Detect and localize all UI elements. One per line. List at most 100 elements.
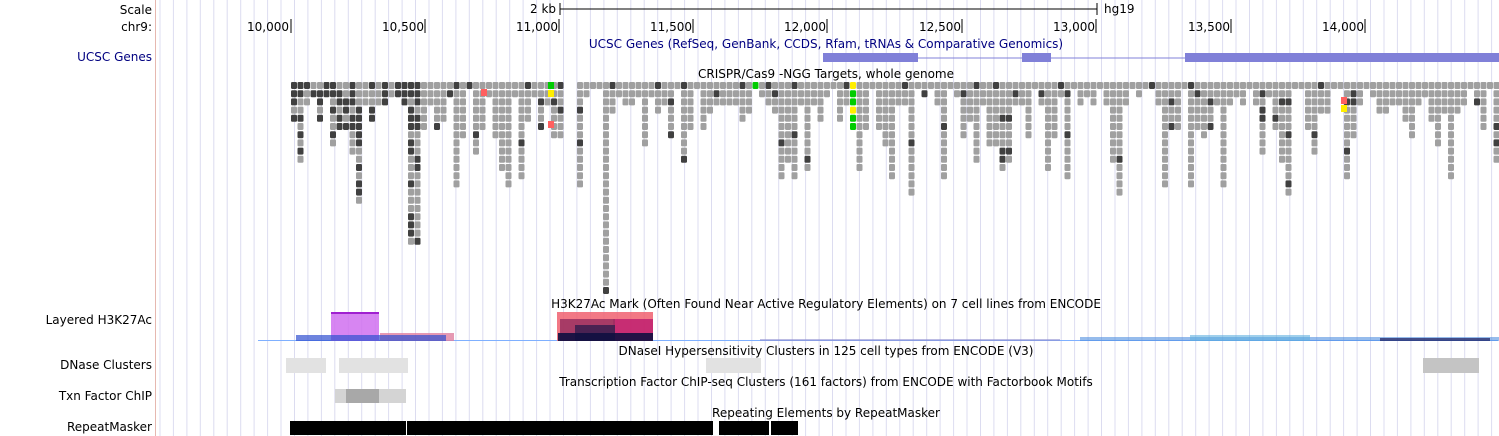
crispr-target[interactable] bbox=[707, 106, 713, 114]
crispr-target[interactable] bbox=[304, 90, 310, 98]
crispr-target[interactable] bbox=[824, 90, 830, 98]
crispr-target[interactable] bbox=[1220, 98, 1227, 106]
crispr-target[interactable] bbox=[778, 131, 785, 139]
crispr-target[interactable] bbox=[1058, 90, 1064, 98]
crispr-target[interactable] bbox=[1493, 155, 1499, 163]
crispr-target[interactable] bbox=[1389, 98, 1396, 106]
crispr-target[interactable] bbox=[414, 237, 421, 245]
crispr-target[interactable] bbox=[668, 82, 674, 89]
crispr-target[interactable] bbox=[772, 106, 778, 114]
crispr-target[interactable] bbox=[804, 123, 811, 130]
crispr-target[interactable] bbox=[577, 98, 583, 106]
crispr-target[interactable] bbox=[479, 123, 486, 130]
crispr-target[interactable] bbox=[661, 82, 668, 89]
crispr-target[interactable] bbox=[414, 180, 421, 188]
crispr-target[interactable] bbox=[1012, 98, 1019, 106]
crispr-target[interactable] bbox=[336, 82, 343, 89]
crispr-target[interactable] bbox=[1175, 98, 1181, 106]
crispr-target[interactable] bbox=[531, 82, 538, 89]
crispr-target[interactable] bbox=[947, 82, 954, 89]
crispr-target[interactable] bbox=[1220, 82, 1227, 89]
crispr-target[interactable] bbox=[1240, 98, 1246, 106]
repeat-track-title[interactable]: Repeating Elements by RepeatMasker bbox=[712, 406, 940, 420]
crispr-target[interactable] bbox=[772, 98, 778, 106]
crispr-target[interactable] bbox=[1129, 82, 1136, 89]
crispr-target[interactable] bbox=[297, 106, 304, 114]
crispr-target[interactable] bbox=[778, 155, 785, 163]
crispr-target[interactable] bbox=[460, 123, 466, 130]
crispr-target[interactable] bbox=[791, 155, 798, 163]
crispr-target[interactable] bbox=[811, 98, 817, 106]
crispr-target[interactable] bbox=[908, 82, 915, 89]
crispr-target[interactable] bbox=[694, 82, 700, 89]
crispr-target[interactable] bbox=[1409, 123, 1415, 130]
crispr-target[interactable] bbox=[889, 164, 895, 171]
crispr-target[interactable] bbox=[505, 155, 512, 163]
crispr-target[interactable] bbox=[1305, 114, 1311, 122]
crispr-target[interactable] bbox=[603, 221, 609, 229]
crispr-target[interactable] bbox=[336, 90, 343, 98]
crispr-target[interactable] bbox=[1006, 114, 1012, 122]
crispr-target[interactable] bbox=[739, 114, 746, 122]
crispr-target[interactable] bbox=[785, 147, 791, 155]
crispr-target[interactable] bbox=[765, 98, 772, 106]
crispr-target[interactable] bbox=[778, 147, 785, 155]
crispr-target[interactable] bbox=[1116, 188, 1123, 196]
crispr-target[interactable] bbox=[1162, 123, 1168, 130]
crispr-target[interactable] bbox=[863, 90, 869, 98]
crispr-target[interactable] bbox=[629, 98, 635, 106]
crispr-target[interactable] bbox=[1227, 90, 1233, 98]
crispr-target[interactable] bbox=[817, 98, 824, 106]
crispr-target[interactable] bbox=[850, 114, 856, 122]
crispr-target[interactable] bbox=[869, 82, 876, 89]
crispr-target[interactable] bbox=[486, 82, 492, 89]
crispr-target[interactable] bbox=[1448, 147, 1454, 155]
crispr-target[interactable] bbox=[1350, 114, 1357, 122]
crispr-target[interactable] bbox=[876, 123, 882, 130]
crispr-target[interactable] bbox=[908, 188, 915, 196]
crispr-target[interactable] bbox=[356, 139, 362, 147]
crispr-target[interactable] bbox=[1012, 82, 1019, 89]
crispr-target[interactable] bbox=[330, 131, 336, 139]
crispr-target[interactable] bbox=[889, 114, 895, 122]
crispr-target[interactable] bbox=[1162, 164, 1168, 171]
crispr-target[interactable] bbox=[408, 131, 414, 139]
crispr-target[interactable] bbox=[356, 164, 362, 171]
crispr-target[interactable] bbox=[408, 196, 414, 204]
crispr-target[interactable] bbox=[1162, 147, 1168, 155]
crispr-target[interactable] bbox=[980, 98, 986, 106]
crispr-target[interactable] bbox=[603, 155, 609, 163]
crispr-target[interactable] bbox=[921, 90, 928, 98]
crispr-target[interactable] bbox=[1324, 90, 1331, 98]
crispr-target[interactable] bbox=[1389, 82, 1396, 89]
crispr-target[interactable] bbox=[505, 180, 512, 188]
crispr-target[interactable] bbox=[973, 131, 980, 139]
crispr-target[interactable] bbox=[811, 90, 817, 98]
crispr-target[interactable] bbox=[473, 98, 479, 106]
crispr-target[interactable] bbox=[330, 114, 336, 122]
crispr-target[interactable] bbox=[1168, 106, 1175, 114]
crispr-target[interactable] bbox=[499, 131, 505, 139]
crispr-target[interactable] bbox=[967, 98, 973, 106]
crispr-target[interactable] bbox=[1084, 82, 1090, 89]
crispr-target[interactable] bbox=[973, 155, 980, 163]
crispr-target[interactable] bbox=[642, 131, 648, 139]
crispr-target[interactable] bbox=[388, 82, 395, 89]
crispr-target[interactable] bbox=[1266, 90, 1272, 98]
crispr-target[interactable] bbox=[830, 82, 837, 89]
crispr-target[interactable] bbox=[557, 98, 564, 106]
crispr-target[interactable] bbox=[908, 164, 915, 171]
crispr-target[interactable] bbox=[603, 278, 609, 286]
crispr-target[interactable] bbox=[1480, 82, 1487, 89]
crispr-target[interactable] bbox=[960, 90, 967, 98]
crispr-target[interactable] bbox=[297, 98, 304, 106]
crispr-target[interactable] bbox=[460, 90, 466, 98]
crispr-target[interactable] bbox=[720, 90, 726, 98]
crispr-target[interactable] bbox=[460, 106, 466, 114]
crispr-target[interactable] bbox=[505, 147, 512, 155]
crispr-target[interactable] bbox=[297, 123, 304, 130]
crispr-target[interactable] bbox=[1318, 98, 1324, 106]
crispr-target[interactable] bbox=[499, 114, 505, 122]
crispr-target[interactable] bbox=[1116, 114, 1123, 122]
crispr-target[interactable] bbox=[824, 82, 830, 89]
